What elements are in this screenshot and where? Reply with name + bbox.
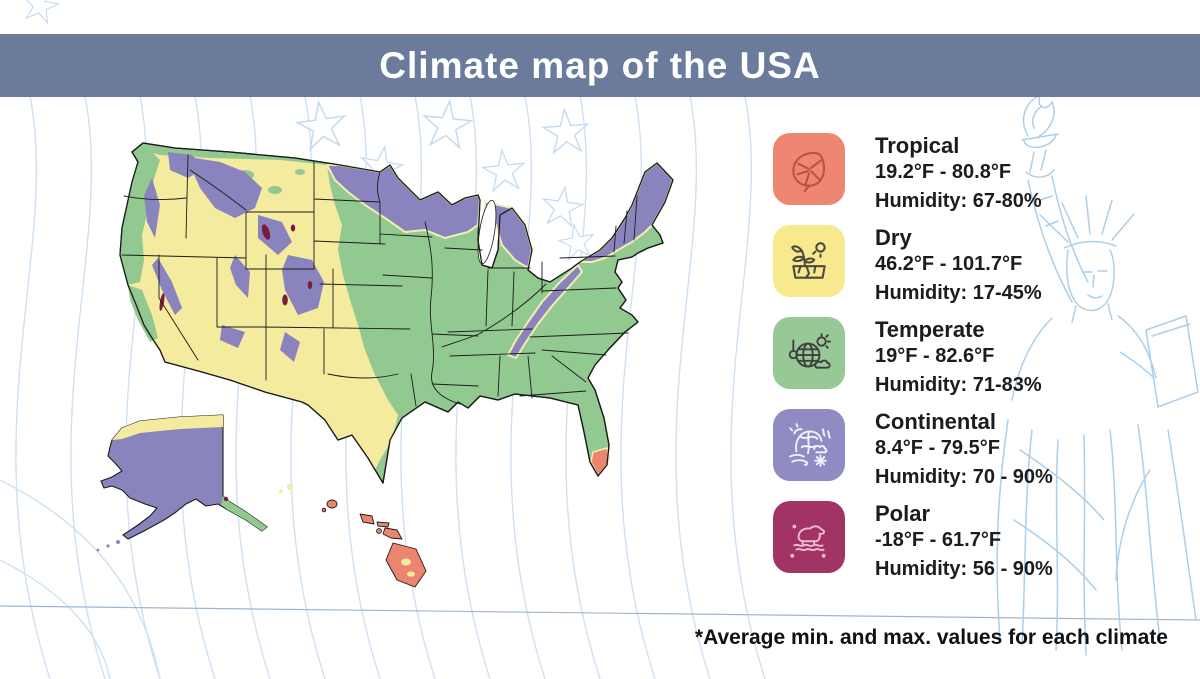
page-title: Climate map of the USA: [379, 45, 821, 86]
alaska-inset: [96, 414, 268, 552]
map-region-dry: [120, 150, 398, 470]
legend-humidity: Humidity: 56 - 90%: [875, 558, 1053, 580]
star-icon: [19, 0, 62, 25]
tropical-swatch: [773, 133, 845, 205]
legend-item-temperate: Temperate 19°F - 82.6°F Humidity: 71-83%: [773, 317, 1053, 396]
alaska-polar-speck: [223, 496, 229, 502]
header-bar: Climate map of the USA: [0, 34, 1200, 97]
polar-swatch: [773, 501, 845, 573]
legend-humidity: Humidity: 71-83%: [875, 374, 1042, 396]
baseline-rule: [0, 605, 1200, 621]
dry-swatch: [773, 225, 845, 297]
alaska-dry-north: [112, 415, 223, 440]
legend-humidity: Humidity: 67-80%: [875, 190, 1042, 212]
legend-item-continental: Continental 8.4°F - 79.5°F Humidity: 70 …: [773, 409, 1053, 488]
climate-legend: Tropical 19.2°F - 80.8°F Humidity: 67-80…: [773, 133, 1053, 580]
map-region-tropical-florida: [590, 447, 610, 478]
legend-name: Temperate: [875, 317, 985, 342]
footnote: *Average min. and max. values for each c…: [694, 626, 1168, 649]
legend-item-dry: Dry 46.2°F - 101.7°F Humidity: 17-45%: [773, 225, 1053, 304]
aleutian-islands: [96, 540, 120, 552]
legend-name: Continental: [875, 409, 996, 434]
legend-temp-range: -18°F - 61.7°F: [875, 529, 1002, 551]
dry-plant-icon: [791, 242, 826, 279]
legend-name: Polar: [875, 501, 931, 526]
legend-temp-range: 19°F - 82.6°F: [875, 345, 995, 367]
temperate-swatch: [773, 317, 845, 389]
tropical-text: Tropical 19.2°F - 80.8°F Humidity: 67-80…: [875, 133, 1042, 216]
legend-temp-range: 19.2°F - 80.8°F: [875, 161, 1012, 183]
us-coastline: [119, 142, 674, 484]
legend-humidity: Humidity: 17-45%: [875, 282, 1042, 304]
globe-thermometer-icon: [788, 333, 831, 369]
continental-text: Continental 8.4°F - 79.5°F Humidity: 70 …: [875, 409, 1053, 492]
temperate-text: Temperate 19°F - 82.6°F Humidity: 71-83%: [875, 317, 1042, 400]
dry-text: Dry 46.2°F - 101.7°F Humidity: 17-45%: [875, 225, 1042, 308]
statue-of-liberty-illustration: [996, 93, 1199, 656]
usa-climate-map: [96, 142, 674, 588]
legend-name: Tropical: [875, 133, 960, 158]
alaska-temperate-panhandle: [221, 496, 267, 531]
legend-item-polar: Polar -18°F - 61.7°F Humidity: 56 - 90%: [773, 501, 1053, 580]
polar-text: Polar -18°F - 61.7°F Humidity: 56 - 90%: [875, 501, 1053, 584]
polar-bear-icon: [790, 524, 826, 558]
earth-snowflake-icon: [789, 423, 831, 467]
legend-temp-range: 8.4°F - 79.5°F: [875, 437, 1000, 459]
continental-swatch: [773, 409, 845, 481]
state-borders: [121, 154, 638, 407]
pacific-dry-specks: [279, 484, 293, 493]
legend-temp-range: 46.2°F - 101.7°F: [875, 253, 1023, 275]
legend-name: Dry: [875, 225, 912, 250]
hawaii-inset: [321, 499, 427, 588]
map-region-polar-specks: [159, 224, 313, 311]
monstera-leaf-icon: [792, 152, 826, 192]
map-region-continental: [144, 152, 674, 362]
legend-item-tropical: Tropical 19.2°F - 80.8°F Humidity: 67-80…: [773, 133, 1053, 212]
legend-humidity: Humidity: 70 - 90%: [875, 466, 1053, 488]
